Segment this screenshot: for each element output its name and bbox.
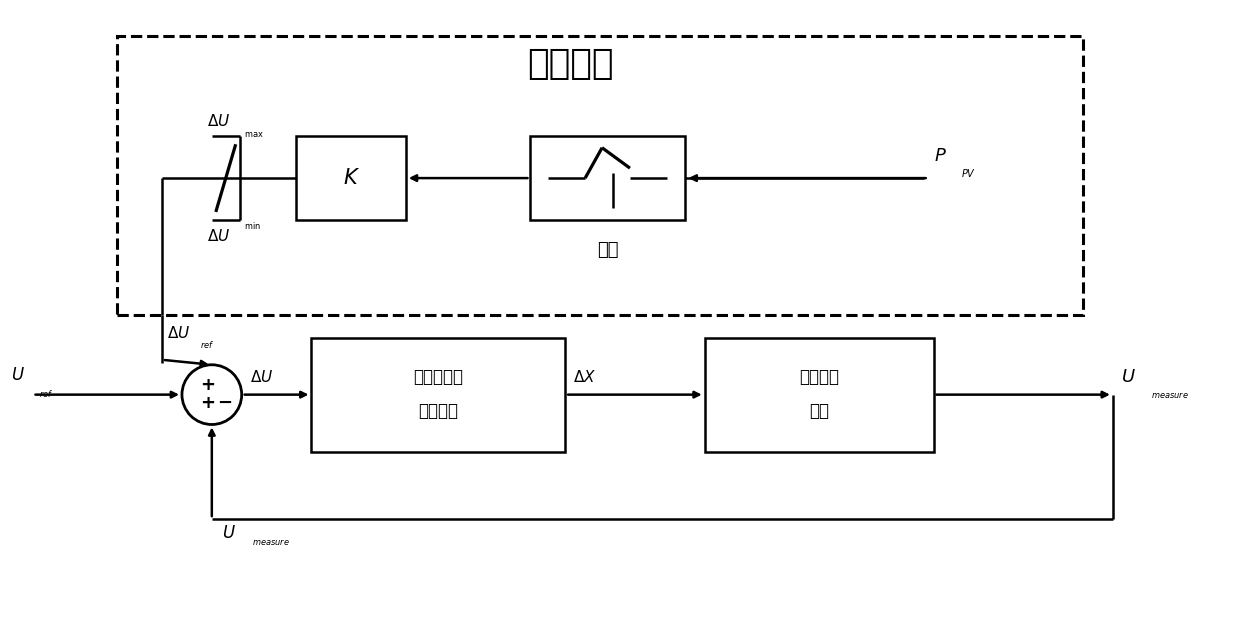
- Text: $\Delta U$: $\Delta U$: [207, 228, 230, 244]
- Bar: [705, 338, 934, 452]
- Text: $K$: $K$: [343, 168, 359, 188]
- Text: +: +: [201, 394, 216, 412]
- Text: $\Delta U$: $\Delta U$: [167, 325, 191, 341]
- Text: $_{measure}$: $_{measure}$: [1151, 388, 1188, 401]
- Text: $_{measure}$: $_{measure}$: [252, 535, 290, 548]
- Text: $_{\mathrm{max}}$: $_{\mathrm{max}}$: [244, 127, 264, 140]
- Text: $U$: $U$: [1121, 368, 1136, 386]
- Bar: [296, 136, 406, 221]
- Text: 的控制器: 的控制器: [419, 402, 458, 420]
- Text: $_{PV}$: $_{PV}$: [961, 166, 976, 180]
- Text: 串联电抗器: 串联电抗器: [414, 368, 463, 386]
- Text: $\Delta U$: $\Delta U$: [249, 369, 273, 385]
- Text: $\Delta X$: $\Delta X$: [574, 369, 596, 385]
- Text: $_{ref}$: $_{ref}$: [38, 386, 53, 399]
- Text: $\Delta U$: $\Delta U$: [207, 113, 230, 129]
- Bar: [118, 36, 1083, 315]
- Text: $P$: $P$: [934, 148, 947, 165]
- Text: 策略: 策略: [809, 402, 829, 420]
- Bar: [311, 338, 565, 452]
- Text: $_{ref}$: $_{ref}$: [199, 337, 214, 350]
- Text: 死区: 死区: [597, 241, 618, 259]
- Text: $U$: $U$: [11, 366, 25, 384]
- Text: −: −: [217, 394, 233, 412]
- Text: +: +: [201, 376, 216, 394]
- Bar: [530, 136, 685, 221]
- Text: $U$: $U$: [222, 524, 235, 542]
- Text: 额外控制: 额外控制: [527, 47, 613, 81]
- Text: 电压降低: 电压降低: [799, 368, 839, 386]
- Text: $_{\mathrm{min}}$: $_{\mathrm{min}}$: [244, 218, 260, 231]
